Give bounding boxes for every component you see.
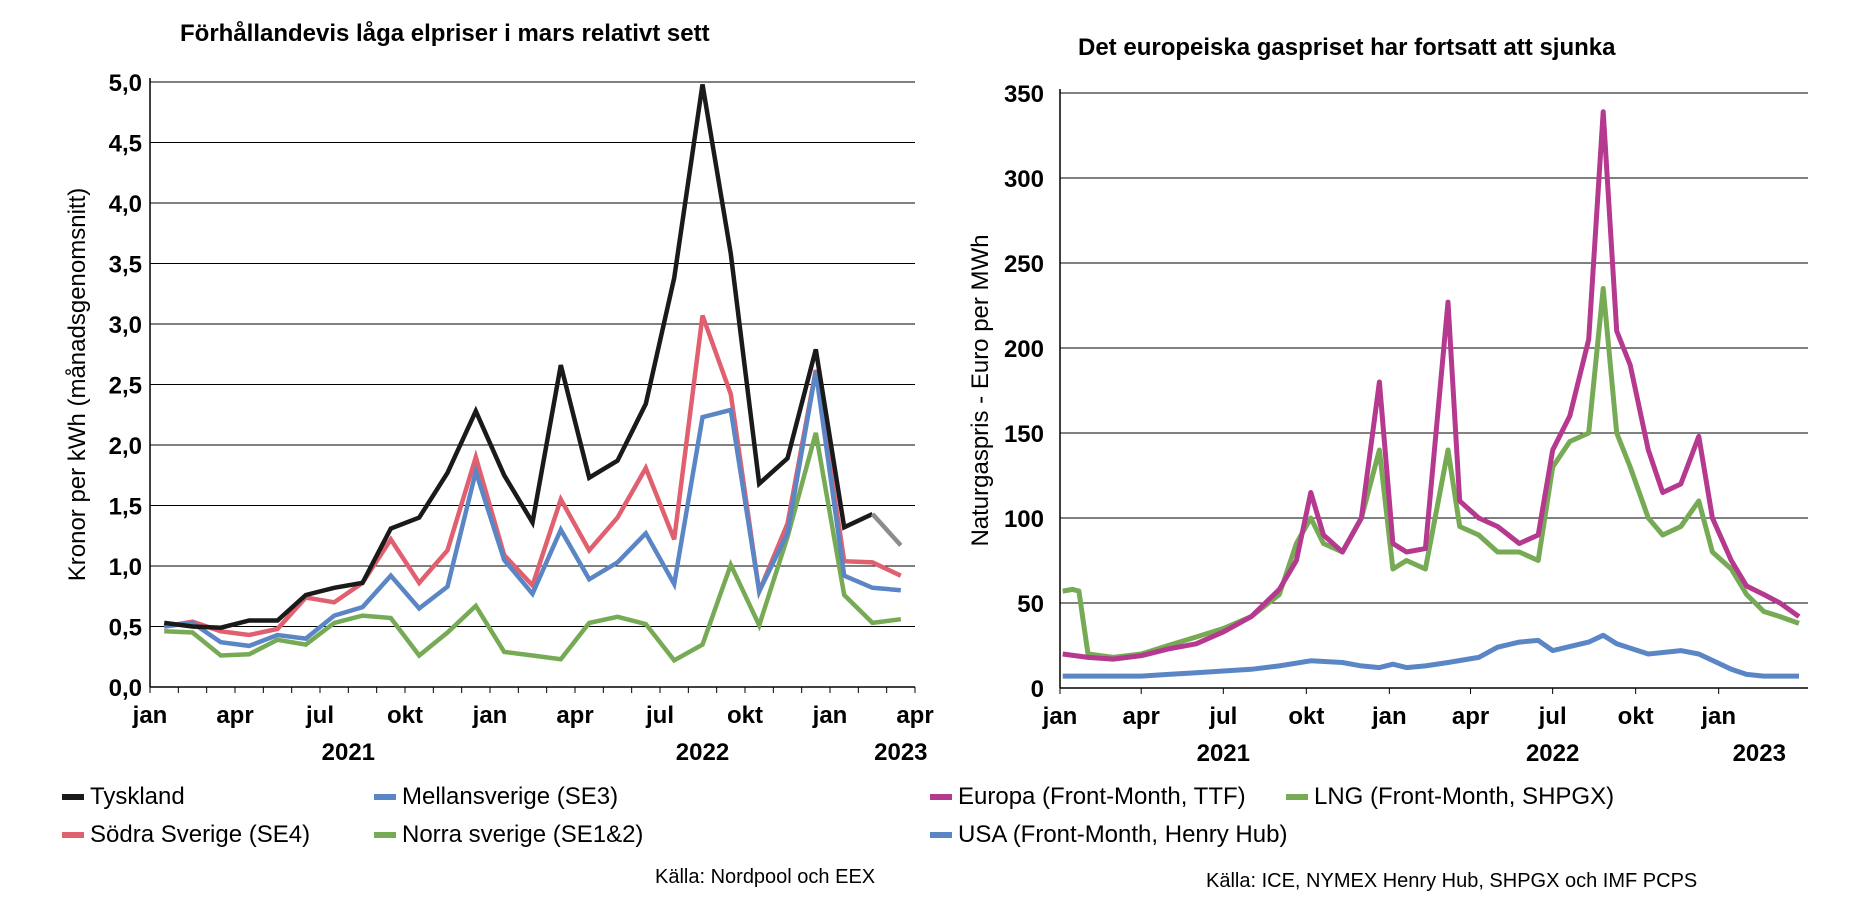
left-x-tick-label: jul <box>305 702 334 729</box>
left-y-tick-label: 0,0 <box>109 675 142 702</box>
right-legend-item: Europa (Front-Month, TTF) <box>930 783 1246 811</box>
left-series-line <box>163 84 874 630</box>
left-series-line <box>163 370 901 649</box>
left-projected-line <box>870 512 903 547</box>
left-series-line <box>163 314 902 638</box>
right-legend-item: USA (Front-Month, Henry Hub) <box>930 821 1287 849</box>
right-x-tick-label: jul <box>1208 703 1237 730</box>
right-legend-item-swatch <box>1286 794 1308 800</box>
left-y-tick-label: 3,0 <box>109 312 142 339</box>
left-legend-item-label: Norra sverige (SE1&2) <box>402 821 644 848</box>
left-y-tick-label: 5,0 <box>109 70 142 97</box>
left-y-axis-title: Kronor per kWh (månadsgenomsnitt) <box>64 188 91 582</box>
left-chart-plot: 0,0 0,5 1,0 1,5 2,0 2,5 3,0 3,5 4,0 4,5 5,0 jan apr j… <box>64 70 934 766</box>
right-series-line <box>1062 286 1800 660</box>
right-legend-item-swatch <box>930 794 952 800</box>
left-legend-item-label: Mellansverige (SE3) <box>402 783 619 810</box>
right-y-tick-label: 350 <box>1004 81 1044 108</box>
left-y-tick-label: 1,0 <box>109 554 142 581</box>
left-y-tick-label: 1,5 <box>109 494 142 521</box>
left-x-tick-label: apr <box>216 702 253 729</box>
right-y-tick-label: 50 <box>1017 591 1044 618</box>
left-legend-item-swatch <box>62 832 84 838</box>
left-legend-item: Tyskland <box>62 783 185 811</box>
left-series-line <box>164 432 902 664</box>
right-legend-item: LNG (Front-Month, SHPGX) <box>1286 783 1614 811</box>
right-year-label: 2022 <box>1526 740 1579 767</box>
right-legend-item-label: USA (Front-Month, Henry Hub) <box>958 821 1288 848</box>
left-x-tick-label: apr <box>556 702 593 729</box>
right-x-tick-label: okt <box>1618 703 1654 730</box>
left-x-tick-label: jan <box>132 702 168 729</box>
right-chart-plot: 0 50 100 150 200 250 300 350 jan apr jul okt jan apr j… <box>967 81 1808 767</box>
left-y-tick-label: 4,5 <box>109 131 142 158</box>
left-x-tick-label: jan <box>812 702 848 729</box>
left-legend-item-label: Södra Sverige (SE4) <box>90 821 311 848</box>
right-x-tick-label: apr <box>1123 703 1160 730</box>
right-y-tick-label: 250 <box>1004 251 1044 278</box>
left-legend-item-swatch <box>374 832 396 838</box>
left-x-tick-label: jul <box>645 702 674 729</box>
left-y-tick-label: 3,5 <box>109 252 142 279</box>
right-legend-item-swatch <box>930 832 952 838</box>
right-x-tick-label: okt <box>1288 703 1324 730</box>
right-source-note: Källa: ICE, NYMEX Henry Hub, SHPGX och I… <box>1206 870 1698 892</box>
left-x-tick-label: apr <box>896 702 933 729</box>
right-x-tick-label: jan <box>1042 703 1078 730</box>
left-legend-item-swatch <box>62 794 84 800</box>
left-legend-item: Norra sverige (SE1&2) <box>374 821 643 849</box>
right-series-line <box>1062 109 1801 662</box>
left-chart-title: Förhållandevis låga elpriser i mars rela… <box>180 20 710 47</box>
right-year-label: 2021 <box>1197 740 1250 767</box>
left-legend-item: Södra Sverige (SE4) <box>62 821 310 849</box>
right-x-tick-label: apr <box>1452 703 1489 730</box>
left-x-tick-label: jan <box>472 702 508 729</box>
right-chart-panel: Det europeiska gaspriset har fortsatt at… <box>930 0 1868 914</box>
left-source-note: Källa: Nordpool och EEX <box>655 866 876 888</box>
left-legend-item: Mellansverige (SE3) <box>374 783 618 811</box>
left-year-label: 2022 <box>676 739 729 766</box>
right-chart-title: Det europeiska gaspriset har fortsatt at… <box>1078 34 1616 61</box>
right-legend-item-label: Europa (Front-Month, TTF) <box>958 783 1246 810</box>
left-y-tick-label: 0,5 <box>109 615 142 642</box>
left-y-tick-label: 2,5 <box>109 373 142 400</box>
right-series-line <box>1062 632 1799 679</box>
left-legend-item-label: Tyskland <box>90 783 185 810</box>
right-x-tick-label: jan <box>1700 703 1736 730</box>
left-x-tick-label: okt <box>727 702 763 729</box>
left-year-label: 2021 <box>322 739 375 766</box>
right-y-tick-label: 100 <box>1004 506 1044 533</box>
right-x-tick-label: jul <box>1538 703 1567 730</box>
right-year-label: 2023 <box>1733 740 1786 767</box>
left-year-label: 2023 <box>874 739 927 766</box>
left-chart-panel: Förhållandevis låga elpriser i mars rela… <box>62 20 934 888</box>
right-x-tick-label: jan <box>1371 703 1407 730</box>
left-x-tick-label: okt <box>387 702 423 729</box>
left-y-tick-label: 2,0 <box>109 433 142 460</box>
left-legend-item-swatch <box>374 794 396 800</box>
right-y-tick-label: 200 <box>1004 336 1044 363</box>
right-y-tick-label: 300 <box>1004 166 1044 193</box>
right-legend-item-label: LNG (Front-Month, SHPGX) <box>1314 783 1615 810</box>
right-y-tick-label: 150 <box>1004 421 1044 448</box>
left-y-tick-label: 4,0 <box>109 191 142 218</box>
right-y-tick-label: 0 <box>1031 676 1044 703</box>
right-y-axis-title: Naturgaspris - Euro per MWh <box>967 234 994 546</box>
